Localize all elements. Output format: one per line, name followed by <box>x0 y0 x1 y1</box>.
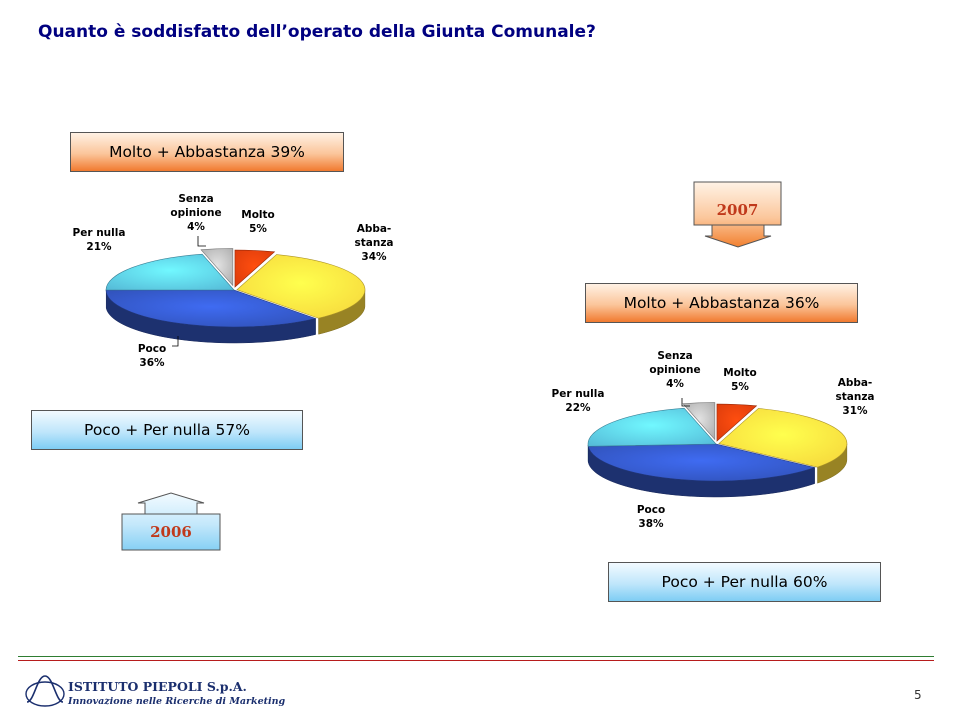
slice-0-0 <box>234 249 276 288</box>
slice-1-0 <box>716 403 758 442</box>
pie-chart-2006: Molto 5% Abba-stanza 34% Poco 36% Per nulla 21%… <box>73 193 394 369</box>
company-name: ISTITUTO PIEPOLI S.p.A. <box>68 679 247 694</box>
slice-label-1-0: Molto 5% <box>723 367 757 393</box>
company-logo-icon <box>25 675 65 707</box>
slice-1-1 <box>718 408 848 468</box>
slice-0-4 <box>200 248 234 287</box>
year-label-2007: 2007 <box>716 201 759 219</box>
slice-label-1-1: Abba-stanza 31% <box>835 377 874 417</box>
slice-label-1-4: Senza opinione 4% <box>649 350 700 390</box>
summary-positive-2007: Molto + Abbastanza 36% <box>585 283 858 323</box>
page-title: Quanto è soddisfatto dell’operato della … <box>38 22 596 42</box>
summary-positive-2006: Molto + Abbastanza 39% <box>70 132 344 172</box>
slice-label-0-4: Senza opinione 4% <box>170 193 221 233</box>
slice-label-0-3: Per nulla 21% <box>73 227 126 253</box>
arrow-up-icon <box>121 492 221 551</box>
arrow-down-icon <box>693 181 782 248</box>
slice-label-0-0: Molto 5% <box>241 209 275 235</box>
pie-chart-2007: Molto 5% Abba-stanza 31% Poco 38% Per nulla 22%… <box>552 350 875 530</box>
leader-line-1-4 <box>681 398 690 407</box>
slice-label-1-3: Per nulla 22% <box>552 388 605 414</box>
slice-label-0-2: Poco 36% <box>138 343 166 369</box>
summary-negative-2007: Poco + Per nulla 60% <box>608 562 881 602</box>
slice-label-0-1: Abba-stanza 34% <box>354 223 393 263</box>
slice-1-3 <box>587 407 717 447</box>
leader-line-0-4 <box>197 236 206 247</box>
slice-0-2 <box>105 289 317 328</box>
footer-divider-accent <box>18 660 934 661</box>
summary-negative-2006: Poco + Per nulla 57% <box>31 410 303 450</box>
slice-0-3 <box>105 253 235 291</box>
slice-0-1 <box>236 254 366 319</box>
slice-1-4 <box>682 402 716 441</box>
slice-label-1-2: Poco 38% <box>637 504 665 530</box>
page-number: 5 <box>914 688 922 702</box>
company-tagline: Innovazione nelle Ricerche di Marketing <box>68 696 286 707</box>
year-label-2006: 2006 <box>150 523 192 541</box>
footer-divider <box>18 656 934 657</box>
leader-line-0-2 <box>172 336 179 347</box>
slice-1-2 <box>587 443 816 482</box>
